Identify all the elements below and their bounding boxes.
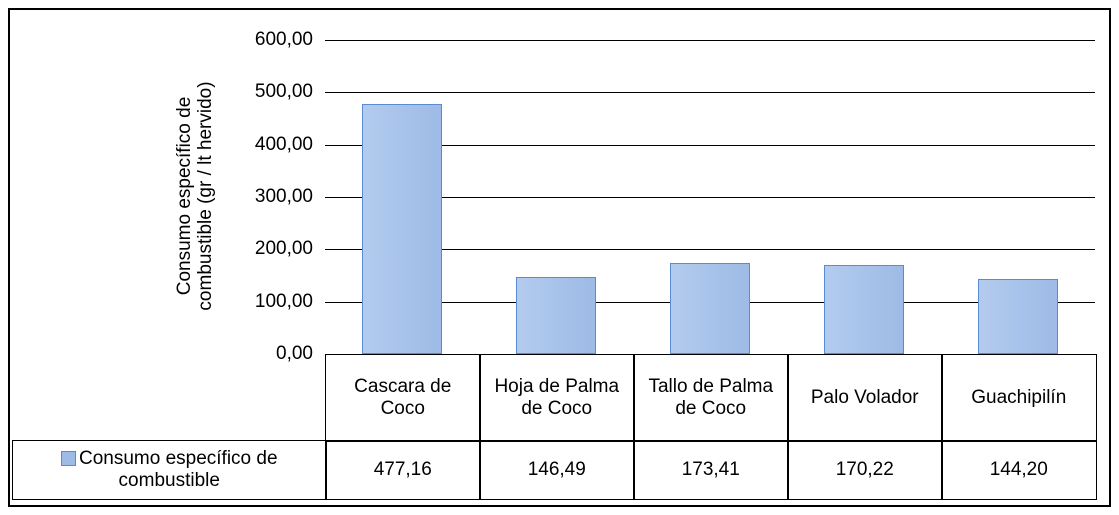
y-tick-label: 300,00 (254, 186, 313, 207)
data-table-value: 144,20 (941, 440, 1097, 500)
y-axis-title: Consumo específico de combustible (gr / … (174, 81, 216, 311)
y-tick-label: 500,00 (254, 81, 313, 103)
legend-label: Consumo específico de combustible (78, 448, 278, 491)
chart-frame (8, 8, 1111, 507)
grid-line (325, 40, 1095, 41)
grid-line (325, 197, 1095, 198)
data-table-value: 173,41 (633, 440, 789, 500)
y-tick-label: 100,00 (254, 290, 313, 312)
y-tick-label: 400,00 (254, 133, 313, 155)
grid-line (325, 249, 1095, 251)
bar (824, 264, 904, 354)
y-tick-label: 600,00 (254, 29, 313, 50)
data-table-value: 146,49 (479, 440, 635, 500)
data-table-value: 170,22 (787, 440, 943, 500)
data-table-value: 477,16 (325, 440, 481, 500)
legend-cell: Consumo específico de combustible (12, 440, 327, 500)
bar (362, 104, 442, 354)
x-tick-label: Cascara de Coco (325, 354, 481, 442)
grid-line (325, 92, 1095, 94)
grid-line (325, 144, 1095, 146)
legend-marker (60, 451, 76, 467)
y-tick-label: 200,00 (254, 238, 313, 260)
bar (978, 278, 1058, 354)
bar (670, 263, 750, 354)
x-tick-label: Palo Volador (787, 354, 943, 442)
x-tick-label: Hoja de Palma de Coco (479, 354, 635, 442)
bar (516, 277, 596, 354)
y-tick-label: 0,00 (276, 343, 313, 364)
x-tick-label: Tallo de Palma de Coco (633, 354, 789, 442)
x-tick-label: Guachipilín (941, 354, 1097, 442)
legend-entry: Consumo específico de combustible (17, 448, 322, 492)
